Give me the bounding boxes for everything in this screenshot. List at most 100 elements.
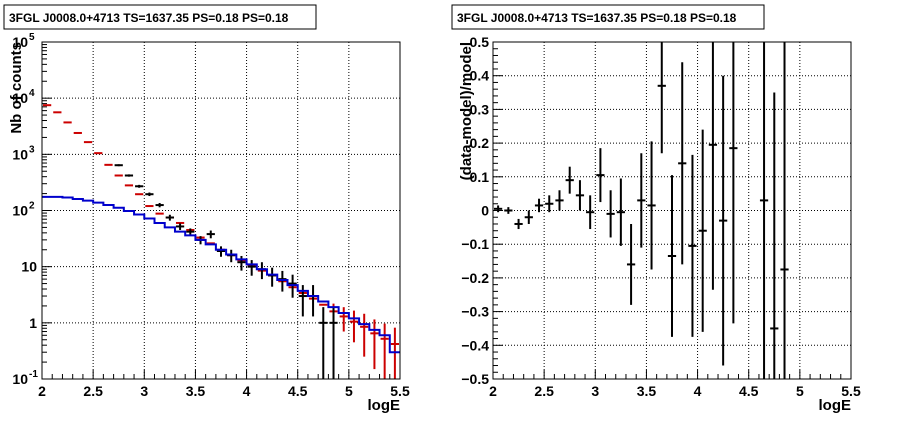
right-residuals-point <box>545 195 554 213</box>
left-data-points-point <box>165 214 174 221</box>
right-x-tick-label: 5 <box>796 383 804 399</box>
left-data-points-point <box>227 249 236 263</box>
left-grid <box>42 42 400 379</box>
left-panel: 3FGL J0008.0+4713 TS=1637.35 PS=0.18 PS=… <box>3 4 410 414</box>
left-data-points-point <box>298 285 307 317</box>
right-plot-frame <box>492 41 852 380</box>
left-x-tick-label: 4 <box>243 383 251 399</box>
right-x-tick-label: 3 <box>591 383 599 399</box>
left-data-points-point <box>114 164 123 167</box>
right-residuals-point <box>770 92 779 379</box>
left-x-tick-label: 4.5 <box>288 383 308 399</box>
left-model-points-point <box>380 323 389 379</box>
right-residuals-point <box>698 129 707 332</box>
left-y-tick-exponent: -1 <box>29 369 38 380</box>
right-x-tick-label: 2 <box>489 383 497 399</box>
right-residuals-point <box>719 75 728 366</box>
left-x-tick-label: 2.5 <box>83 383 103 399</box>
left-data-points-point <box>329 307 338 379</box>
left-y-tick-exponent: 3 <box>29 144 35 155</box>
left-y-tick-label: 10 <box>12 146 28 162</box>
right-residuals-point <box>534 198 544 213</box>
left-data-points-point <box>216 246 226 257</box>
right-x-tick-label: 2.5 <box>534 383 554 399</box>
right-ticks: 2 2.5 3 3.5 4 4.5 5 5.5 −0.5 −0.4 −0.3 −0.2 −0.1 0 0.1… <box>461 34 861 399</box>
left-y-tick-label: 1 <box>29 315 37 331</box>
right-residuals-point <box>494 205 503 213</box>
right-residuals-point <box>637 153 646 248</box>
right-y-tick-label: 0.5 <box>470 34 490 50</box>
left-title-box <box>3 4 317 30</box>
left-x-axis-label: logE <box>368 397 401 414</box>
right-residuals-point <box>514 218 523 230</box>
left-model-histogram-line <box>42 195 400 354</box>
left-y-tick-exponent: 2 <box>29 201 35 212</box>
left-y-tick-label: 10 <box>12 34 28 50</box>
left-y-tick-label: 10 <box>12 371 28 387</box>
left-data-points-point <box>308 285 318 317</box>
right-y-tick-label: −0.1 <box>461 236 489 252</box>
left-x-tick-label: 3.5 <box>186 383 206 399</box>
left-data-points-point <box>288 274 297 298</box>
left-chart-title: 3FGL J0008.0+4713 TS=1637.35 PS=0.18 PS=… <box>9 11 289 25</box>
right-x-tick-label: 5.5 <box>841 383 861 399</box>
right-x-tick-label: 3.5 <box>637 383 657 399</box>
left-data-points-point <box>186 228 195 236</box>
left-data-points-point <box>268 267 277 287</box>
right-residuals-point <box>565 166 574 194</box>
right-residuals-point <box>616 178 625 246</box>
right-y-tick-label: 0.4 <box>470 68 490 84</box>
left-model-points-point <box>349 310 359 343</box>
right-residuals-point <box>626 223 636 305</box>
right-residuals-point <box>647 141 656 270</box>
left-data-points-point <box>237 255 246 271</box>
right-residuals-point <box>524 210 533 224</box>
right-grid <box>493 42 851 379</box>
right-y-tick-label: −0.2 <box>461 270 489 286</box>
left-plot-frame <box>41 41 401 380</box>
right-y-tick-label: 0 <box>481 203 489 219</box>
left-x-tick-label: 5 <box>345 383 353 399</box>
left-data-points-point <box>155 202 164 208</box>
left-model-points-point <box>339 307 348 332</box>
right-y-tick-label: 0.3 <box>470 101 490 117</box>
right-residuals-point <box>504 207 513 214</box>
left-x-tick-label: 2 <box>38 383 46 399</box>
left-y-tick-label: 10 <box>12 90 28 106</box>
left-data-points-point <box>135 184 144 188</box>
right-residuals-point <box>555 190 564 211</box>
left-model-points-point <box>390 327 399 379</box>
right-residuals-point <box>780 42 789 379</box>
right-residuals-point <box>678 62 687 265</box>
right-residuals-point <box>759 42 769 379</box>
right-chart-title: 3FGL J0008.0+4713 TS=1637.35 PS=0.18 PS=… <box>457 11 737 25</box>
right-y-tick-label: −0.3 <box>461 304 489 320</box>
left-data-points-point <box>145 192 154 197</box>
left-data-points-point <box>319 307 328 379</box>
right-title-box <box>451 4 765 30</box>
right-x-axis-label: logE <box>819 397 852 414</box>
right-x-tick-label: 4.5 <box>739 383 759 399</box>
right-residuals-point <box>586 195 595 230</box>
left-y-tick-label: 10 <box>21 259 37 275</box>
right-y-tick-label: −0.4 <box>461 337 489 353</box>
right-y-axis-label: (data-model)/model <box>458 42 475 180</box>
right-panel: 3FGL J0008.0+4713 TS=1637.35 PS=0.18 PS=… <box>451 4 861 414</box>
left-x-tick-label: 3 <box>140 383 148 399</box>
right-residuals-point <box>708 42 718 290</box>
right-residuals-point <box>657 42 666 154</box>
right-residuals-point <box>667 175 677 337</box>
right-x-tick-label: 4 <box>694 383 702 399</box>
right-residuals-point <box>606 190 615 238</box>
left-model-points-point <box>370 319 379 370</box>
left-data-points-point <box>175 223 185 230</box>
right-y-tick-label: 0.2 <box>470 135 490 151</box>
right-residuals-point <box>596 148 605 203</box>
left-data-points-point <box>206 230 215 239</box>
left-y-tick-label: 10 <box>12 203 28 219</box>
right-y-tick-label: −0.5 <box>461 371 489 387</box>
left-y-tick-exponent: 5 <box>29 32 35 43</box>
left-y-tick-exponent: 4 <box>29 88 35 99</box>
